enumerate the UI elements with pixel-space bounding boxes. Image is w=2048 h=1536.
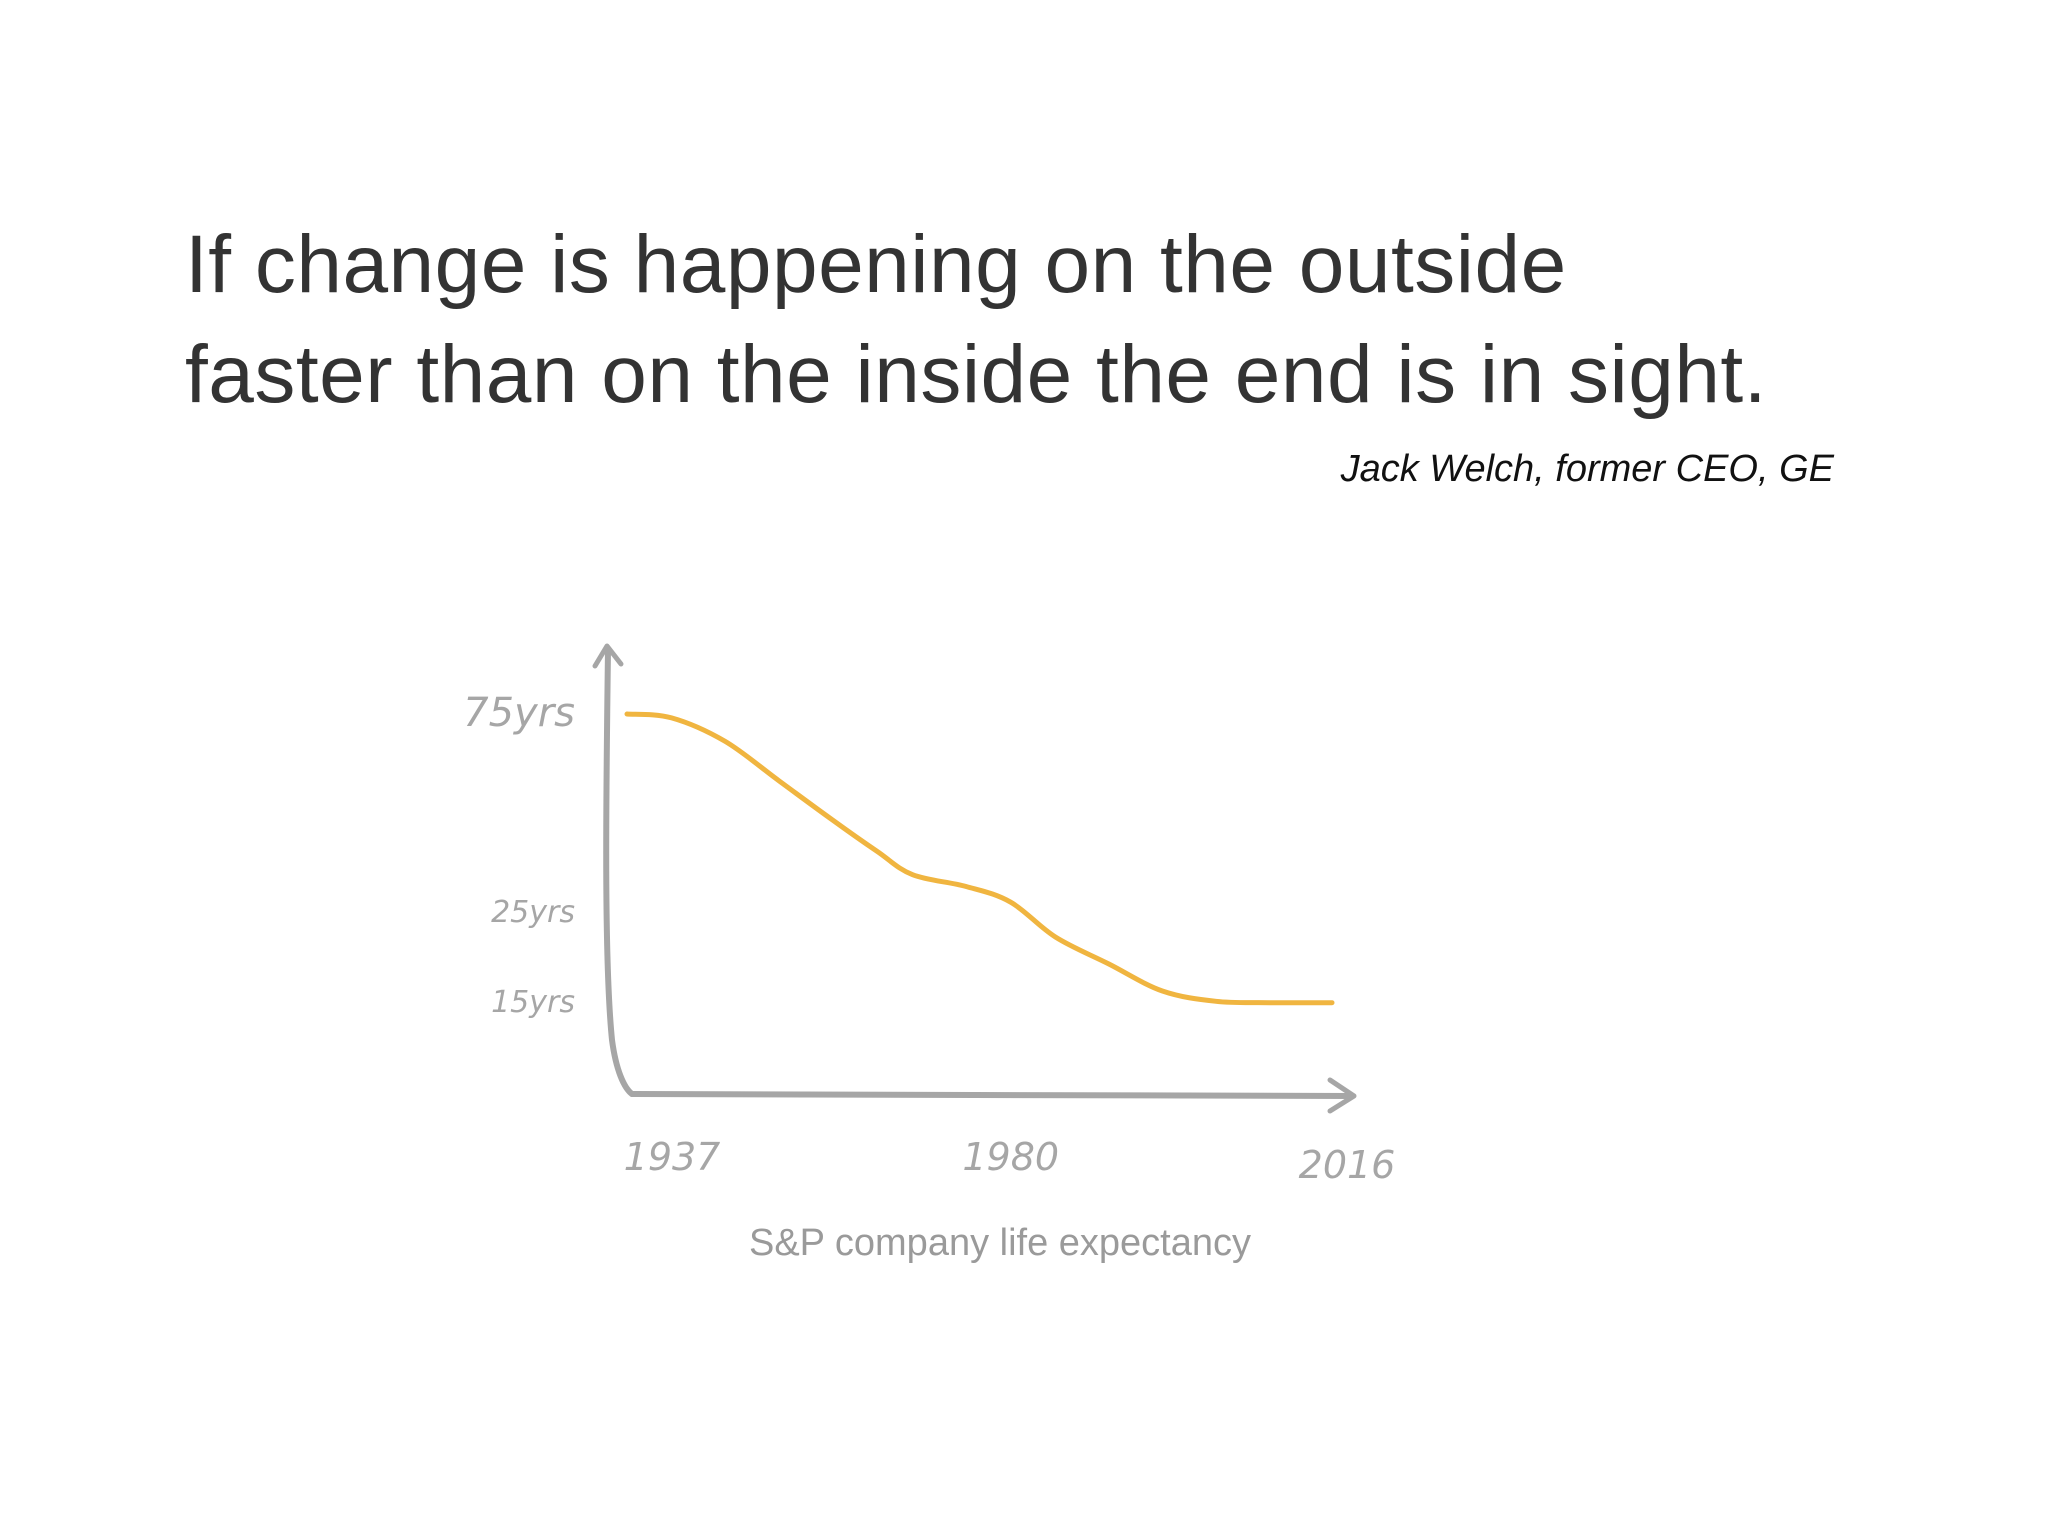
chart-caption: S&P company life expectancy (748, 1222, 1251, 1264)
x-axis-line (629, 1091, 1355, 1099)
y-tick-label: 75yrs (463, 690, 575, 736)
x-tick-label: 2016 (1299, 1143, 1396, 1187)
quote-line-2: faster than on the inside the end is in … (185, 329, 1768, 420)
chart-ticks: 1937 1980 2016 75yrs 25yrs 15yrs (463, 690, 1395, 1187)
quote-text: If change is happening on the outside fa… (185, 210, 1905, 430)
x-tick-label: 1937 (624, 1135, 721, 1179)
quote-line-1: If change is happening on the outside (185, 219, 1567, 310)
y-axis-line (603, 647, 635, 1097)
x-axis-arrowhead (1327, 1077, 1357, 1114)
x-tick-label: 1980 (962, 1135, 1059, 1179)
y-axis-arrowhead (592, 643, 624, 669)
y-tick-label: 25yrs (491, 895, 575, 930)
series-line-0 (624, 711, 1335, 1006)
quote-attribution: Jack Welch, former CEO, GE (1340, 448, 1834, 490)
chart-series (624, 711, 1335, 1006)
y-tick-label: 15yrs (491, 985, 575, 1020)
chart-axes (592, 643, 1357, 1114)
